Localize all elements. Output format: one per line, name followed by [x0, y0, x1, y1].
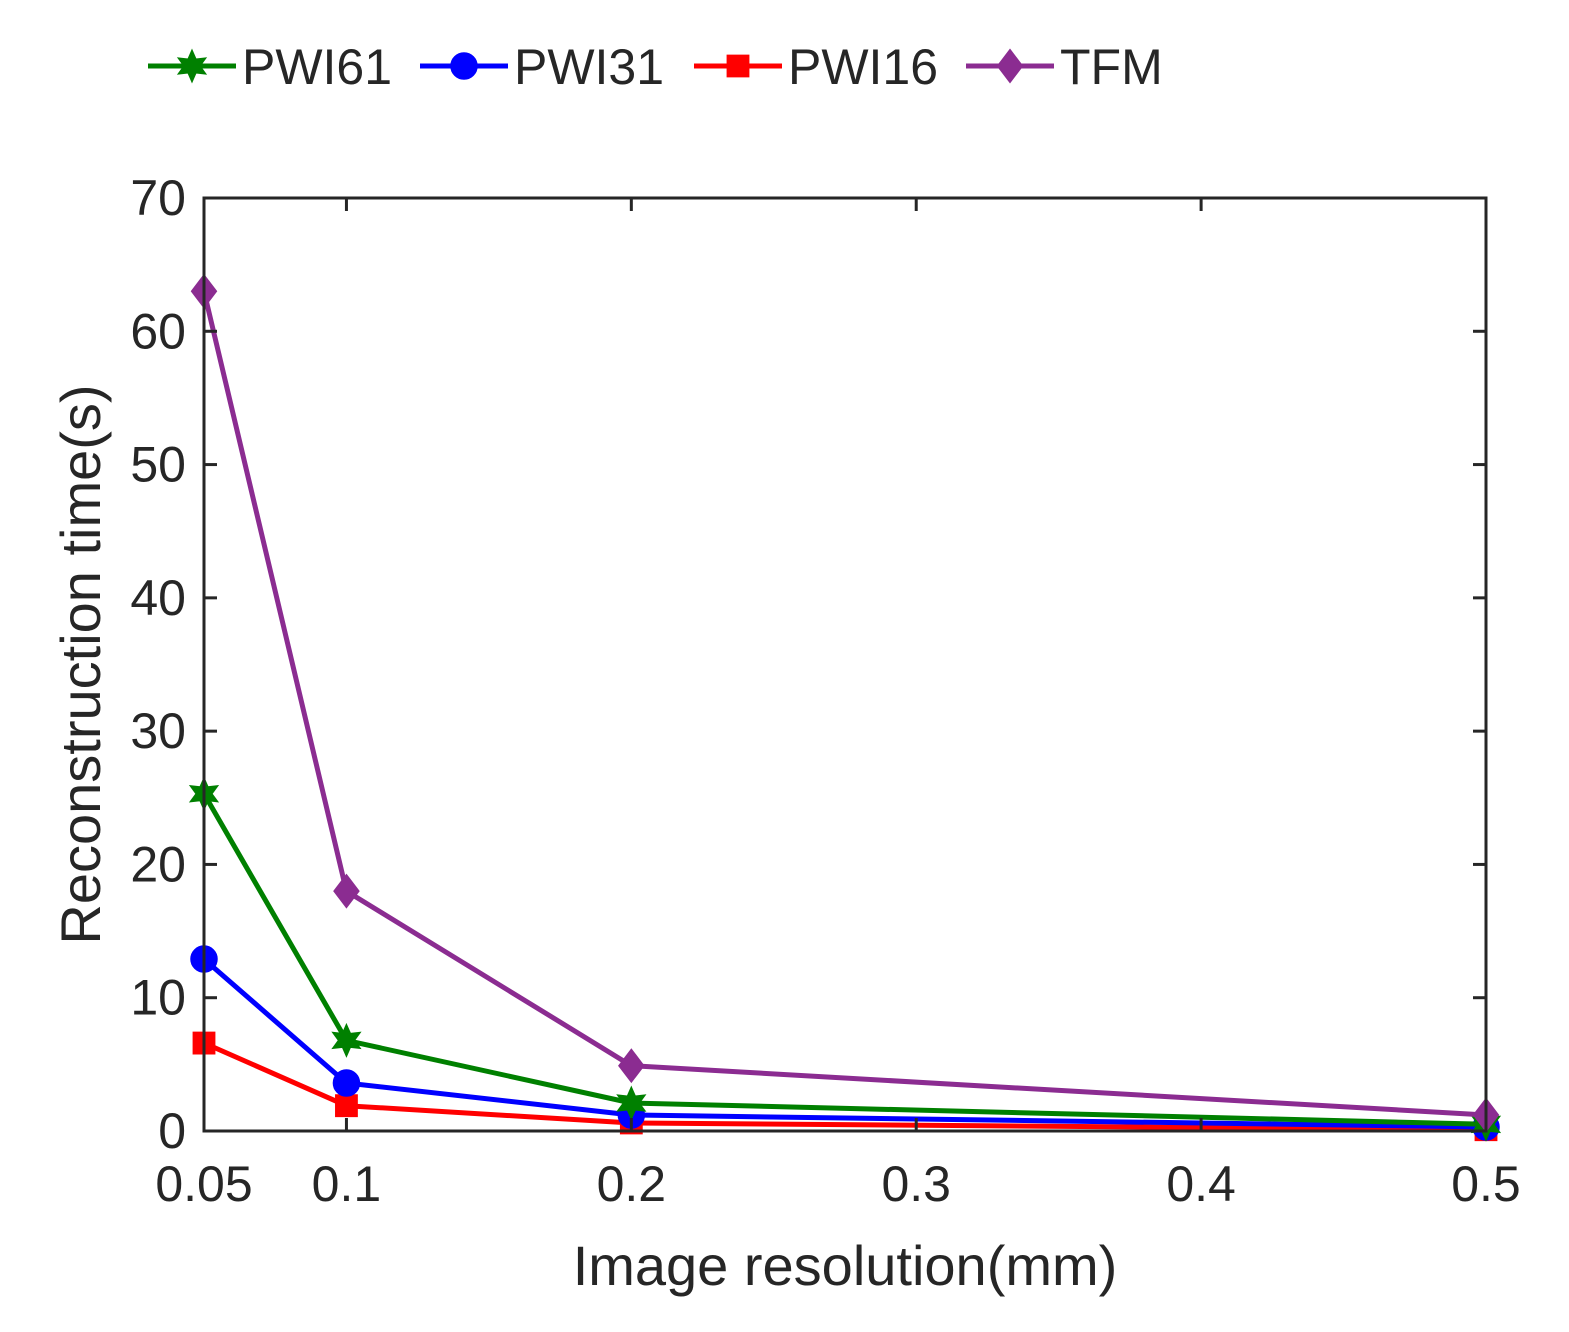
series-line-pwi61 [201, 792, 1487, 1127]
series-line-tfm [201, 290, 1487, 1118]
data-point-tfm [618, 1048, 645, 1084]
series-line-pwi31 [202, 957, 1487, 1130]
series-pwi31 [190, 945, 1500, 1141]
legend: PWI61 PWI31 PWI16 TFM [148, 39, 1163, 95]
x-tick-label: 0.5 [1451, 1156, 1521, 1212]
plot-series [188, 273, 1502, 1142]
axis-tick-labels: 0.05 0.1 0.2 0.3 0.4 0.5 0 10 20 30 40 50 60 70 [130, 170, 1520, 1212]
x-tick-label: 0.2 [597, 1156, 667, 1212]
legend-marker [450, 52, 478, 80]
data-point-pwi16 [335, 1094, 358, 1118]
y-tick-label: 20 [130, 836, 186, 892]
series-line-pwi16 [202, 1040, 1487, 1133]
axis-ticks [202, 196, 1488, 1133]
legend-label: PWI16 [788, 39, 938, 95]
data-point-pwi61 [331, 1022, 362, 1058]
legend-item-pwi16: PWI16 [694, 39, 938, 95]
data-point-tfm [333, 873, 360, 909]
legend-item-pwi31: PWI31 [420, 39, 664, 95]
legend-marker [176, 48, 208, 84]
legend-label: TFM [1060, 39, 1163, 95]
legend-marker [996, 48, 1024, 84]
y-tick-label: 0 [158, 1103, 186, 1159]
legend-marker [726, 54, 750, 78]
x-tick-label: 0.05 [155, 1156, 252, 1212]
plot-frame [202, 196, 1488, 1133]
y-tick-label: 50 [130, 437, 186, 493]
x-tick-label: 0.3 [881, 1156, 951, 1212]
y-tick-label: 70 [130, 170, 186, 226]
y-tick-label: 60 [130, 303, 186, 359]
y-axis-title: Reconstruction time(s) [49, 384, 112, 944]
series-tfm [190, 273, 1500, 1133]
legend-label: PWI31 [514, 39, 664, 95]
legend-label: PWI61 [242, 39, 392, 95]
legend-item-tfm: TFM [966, 39, 1163, 95]
x-tick-label: 0.1 [312, 1156, 382, 1212]
x-tick-label: 0.4 [1166, 1156, 1236, 1212]
y-tick-label: 40 [130, 570, 186, 626]
legend-item-pwi61: PWI61 [148, 39, 392, 95]
data-point-pwi31 [332, 1069, 361, 1097]
x-axis-title: Image resolution(mm) [573, 1234, 1118, 1297]
y-tick-label: 10 [130, 970, 186, 1026]
y-tick-label: 30 [130, 703, 186, 759]
